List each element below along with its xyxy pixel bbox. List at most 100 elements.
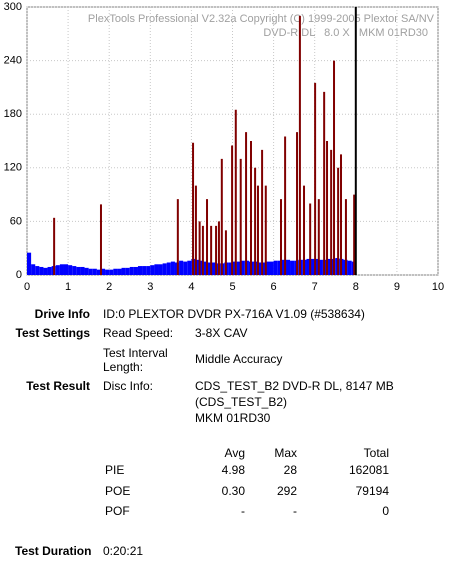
value: 3-8X CAV — [195, 326, 248, 340]
bar — [142, 266, 147, 275]
label: Disc Info: — [103, 379, 154, 393]
bar — [285, 259, 291, 275]
bar — [306, 258, 311, 275]
bar — [129, 266, 134, 275]
bar — [100, 268, 106, 275]
x-tick-label: 0 — [24, 281, 30, 293]
bar — [170, 261, 175, 275]
bar — [166, 262, 171, 275]
bar — [76, 266, 81, 275]
bar — [39, 266, 44, 275]
bar — [117, 268, 122, 275]
y-tick-label: 120 — [4, 162, 22, 174]
table-cell: - — [241, 504, 245, 518]
value: CDS_TEST_B2 DVD-R DL, 8147 MB — [195, 379, 394, 393]
bar — [125, 267, 130, 275]
bar — [211, 262, 217, 275]
y-tick-label: 60 — [10, 215, 22, 227]
bar — [347, 260, 352, 275]
bar — [310, 258, 315, 275]
bar — [158, 264, 163, 275]
x-tick-label: 3 — [147, 281, 153, 293]
bar — [146, 266, 151, 275]
table-cell: 79194 — [355, 483, 389, 498]
bar — [261, 262, 266, 275]
y-tick-label: 180 — [4, 108, 22, 120]
bar — [327, 258, 332, 275]
table-cell: - — [293, 504, 297, 518]
y-tick-label: 240 — [4, 55, 22, 67]
bar — [195, 259, 200, 275]
bar — [150, 265, 155, 275]
bar — [290, 260, 295, 275]
bar — [228, 262, 233, 275]
label: Test Duration — [15, 544, 92, 558]
chart: PlexTools Professional V2.32a Copyright … — [4, 1, 444, 293]
watermark: DVD-R DL 8.0 X MKM 01RD30 — [263, 27, 428, 39]
bar — [318, 259, 323, 275]
bar — [203, 261, 208, 275]
label: Test Interval — [103, 346, 168, 360]
table-cell: 4.98 — [221, 463, 245, 477]
label: Drive Info — [34, 307, 90, 321]
bar — [183, 261, 188, 275]
x-tick-label: 9 — [394, 281, 400, 293]
bar — [199, 260, 204, 275]
bar — [47, 266, 52, 275]
table-cell: 292 — [276, 483, 297, 498]
watermark: PlexTools Professional V2.32a Copyright … — [88, 13, 435, 25]
bar — [63, 264, 69, 275]
x-tick-label: 1 — [65, 281, 71, 293]
bar — [133, 266, 138, 275]
bar — [35, 266, 40, 275]
bar — [72, 266, 77, 275]
bar — [232, 261, 237, 275]
value: (CDS_TEST_B2) — [195, 395, 288, 409]
x-tick-label: 8 — [353, 281, 359, 293]
value: 0:20:21 — [103, 544, 144, 558]
table-cell: PIE — [105, 463, 125, 477]
table-cell: 0.30 — [221, 483, 245, 498]
bar — [257, 262, 262, 275]
bar — [43, 267, 48, 275]
bar — [109, 269, 114, 275]
bar — [240, 260, 245, 275]
bar — [281, 259, 286, 275]
x-tick-label: 5 — [229, 281, 235, 293]
bar — [121, 267, 126, 275]
bar — [265, 261, 270, 275]
table-cell: 0 — [382, 504, 389, 518]
bar — [84, 267, 89, 275]
bar — [236, 261, 241, 275]
bar — [207, 262, 212, 275]
x-tick-label: 4 — [188, 281, 194, 293]
table-cell: POE — [105, 483, 131, 498]
table-cell: POF — [105, 504, 130, 518]
bar — [59, 264, 64, 275]
bar — [80, 266, 85, 275]
bar — [154, 264, 159, 275]
bar — [31, 264, 36, 275]
bar — [88, 268, 93, 275]
bar — [269, 261, 274, 275]
label: Test Result — [26, 379, 90, 393]
bar — [137, 266, 143, 275]
y-tick-label: 300 — [4, 1, 22, 13]
bar — [27, 252, 32, 275]
value: ID:0 PLEXTOR DVDR PX-716A V1.09 (#538634… — [103, 307, 365, 321]
bar — [277, 260, 282, 275]
label: Test Settings — [15, 326, 90, 340]
bar — [162, 263, 167, 275]
bar — [55, 265, 60, 275]
table-cell: 28 — [283, 463, 297, 477]
x-tick-label: 10 — [432, 281, 444, 293]
table-cell: Max — [274, 446, 297, 460]
bar — [187, 260, 192, 275]
bar — [314, 258, 319, 275]
bar — [68, 265, 73, 275]
bar — [105, 269, 110, 275]
bar — [92, 268, 97, 275]
label: Read Speed: — [103, 326, 174, 340]
x-tick-label: 2 — [106, 281, 112, 293]
bar — [273, 260, 278, 275]
